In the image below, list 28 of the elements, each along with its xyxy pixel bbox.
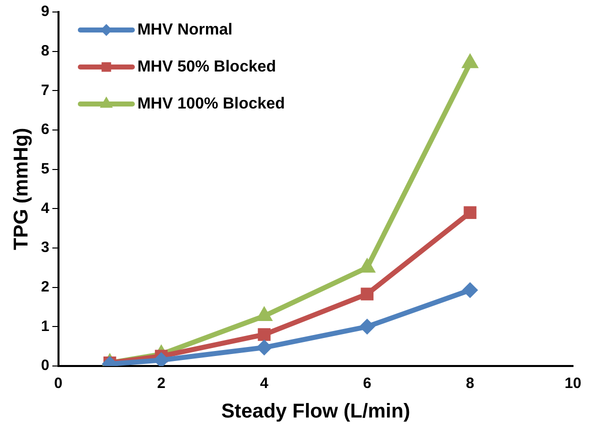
x-tick-label: 4 bbox=[260, 375, 270, 392]
x-tick-label: 0 bbox=[54, 375, 63, 392]
x-tick-label: 10 bbox=[564, 375, 582, 392]
y-tick-label: 6 bbox=[41, 121, 50, 138]
point bbox=[360, 288, 374, 300]
point bbox=[258, 328, 271, 341]
point bbox=[256, 340, 272, 356]
y-tick-label: 5 bbox=[41, 160, 50, 178]
point bbox=[462, 282, 478, 298]
y-tick-label: 2 bbox=[41, 278, 50, 296]
x-tick-label: 8 bbox=[466, 375, 474, 392]
y-tick-label: 9 bbox=[41, 3, 50, 20]
y-axis-title: TPG (mmHg) bbox=[10, 128, 33, 250]
y-tick-label: 3 bbox=[41, 239, 50, 256]
x-tick-label: 2 bbox=[157, 375, 166, 392]
y-tick-label: 7 bbox=[41, 82, 50, 99]
y-tick-label: 0 bbox=[41, 357, 50, 374]
point bbox=[464, 206, 476, 219]
y-tick-label: 8 bbox=[41, 42, 50, 60]
legend-label: MHV Normal bbox=[137, 21, 232, 38]
point bbox=[359, 318, 376, 335]
legend-label: MHV 50% Blocked bbox=[137, 58, 276, 76]
y-tick-label: 1 bbox=[41, 318, 50, 335]
point bbox=[461, 53, 479, 68]
legend-label: MHV 100% Blocked bbox=[137, 95, 285, 112]
x-axis-title: Steady Flow (L/min) bbox=[221, 400, 410, 423]
x-tick-label: 6 bbox=[362, 375, 372, 392]
y-tick-label: 4 bbox=[41, 200, 50, 217]
